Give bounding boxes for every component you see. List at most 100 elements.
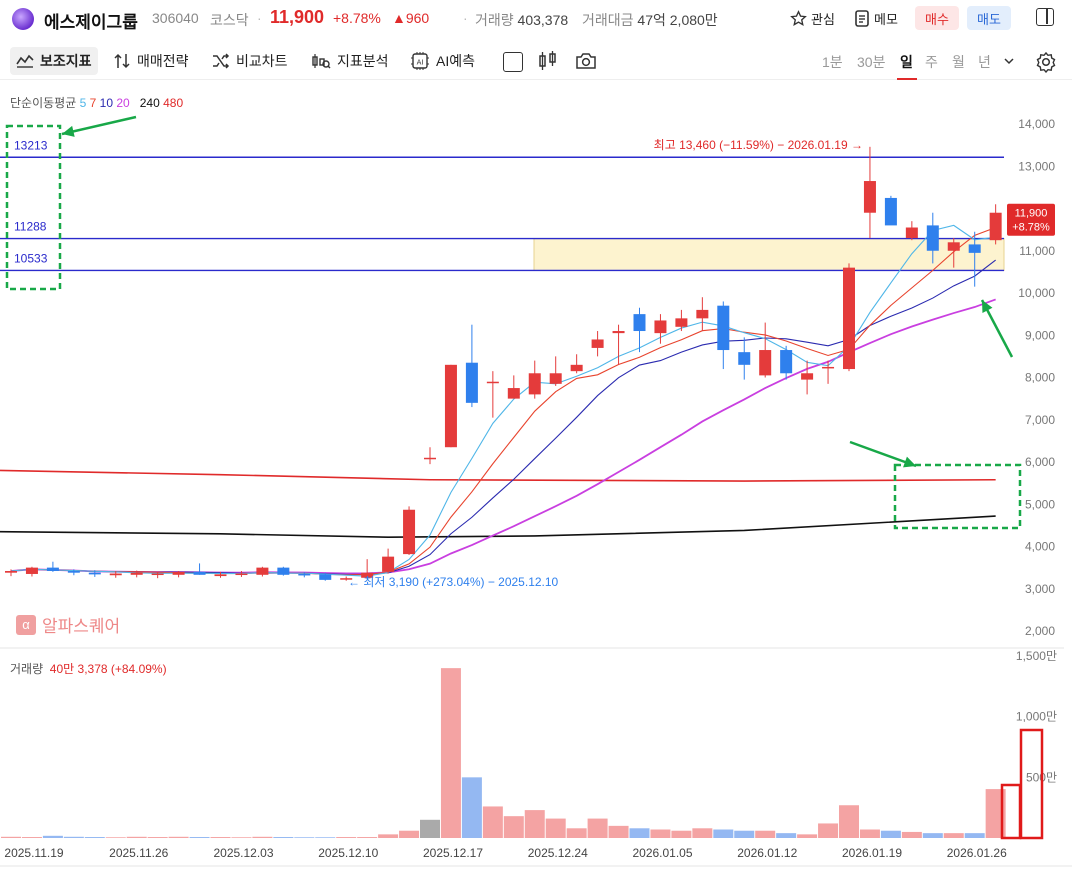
- candle-body: [46, 567, 59, 572]
- markup-arrow-head: [982, 300, 993, 313]
- indicator-icon: [16, 54, 34, 68]
- candle-body: [193, 571, 206, 575]
- amount-value: 47억 2,080만: [637, 12, 718, 28]
- volume-bar: [420, 819, 440, 838]
- candle-body: [507, 388, 520, 399]
- camera-icon[interactable]: [575, 52, 597, 70]
- volume-bar: [859, 829, 880, 838]
- alpha-badge-icon: α: [16, 614, 36, 635]
- volume-bar: [901, 831, 922, 838]
- star-icon: [790, 9, 807, 26]
- svg-text:AI: AI: [417, 59, 424, 67]
- volume-bar: [482, 806, 503, 838]
- tf-30min[interactable]: 30분: [857, 54, 886, 70]
- horizontal-level-label: 11288: [14, 220, 47, 234]
- x-tick-label: 2026.01.12: [737, 846, 797, 860]
- analysis-label: 지표분석: [337, 53, 389, 69]
- tf-day[interactable]: 일: [900, 54, 913, 70]
- candle-body: [905, 227, 918, 239]
- amount-info: 거래대금 47억 2,080만: [582, 10, 718, 30]
- volume-bar: [650, 829, 671, 838]
- volume-bar: [231, 837, 252, 838]
- x-tick-label: 2026.01.26: [947, 846, 1007, 860]
- x-tick-label: 2026.01.05: [632, 846, 692, 860]
- volume-bar: [273, 837, 294, 838]
- candle-body: [403, 509, 416, 555]
- candlestick-type-icon[interactable]: [538, 50, 558, 72]
- strategy-label: 매매전략: [137, 53, 189, 69]
- candle-body: [612, 331, 625, 334]
- compare-label: 비교차트: [236, 53, 288, 69]
- chevron-down-icon[interactable]: [1003, 56, 1015, 66]
- volume-bar: [189, 837, 210, 838]
- markup-red-box: [1019, 728, 1044, 840]
- volume-bar: [357, 837, 378, 838]
- market-name: 코스닥: [210, 12, 249, 28]
- volume-bar: [1, 836, 21, 838]
- markup-dashed-box: [893, 463, 1022, 530]
- strategy-button[interactable]: 매매전략: [113, 47, 189, 75]
- compare-button[interactable]: 비교차트: [212, 47, 288, 75]
- watermark-text: 알파스퀘어: [42, 617, 121, 636]
- watch-label: 관심: [811, 11, 835, 27]
- side-panel-toggle-icon[interactable]: [1036, 8, 1054, 26]
- ai-predict-button[interactable]: AI AI예측: [410, 47, 475, 75]
- separator-dot: ·: [463, 10, 468, 26]
- candle-body: [444, 364, 457, 448]
- separator-dot: ·: [257, 10, 262, 26]
- indicators-button[interactable]: 보조지표: [10, 47, 98, 75]
- candle-body: [633, 314, 646, 332]
- last-change-label: +8.78%: [1012, 222, 1050, 234]
- candle-body: [801, 373, 814, 380]
- volume-bar: [755, 830, 776, 838]
- price-chart[interactable]: 14,00013,00012,00011,00010,0009,0008,000…: [0, 81, 1072, 871]
- ma-line-240: [0, 515, 996, 539]
- volume-bar: [252, 836, 273, 838]
- last-price-tag: [1007, 203, 1055, 236]
- volume-bar: [147, 837, 168, 838]
- candle-body: [738, 352, 751, 365]
- drawing-box-icon[interactable]: [503, 52, 523, 72]
- candle-body: [843, 267, 855, 370]
- settings-gear-icon[interactable]: [1035, 51, 1057, 73]
- ma-period-480: 480: [163, 96, 184, 110]
- company-logo: [12, 8, 34, 30]
- volume-bar: [943, 833, 964, 838]
- tf-month[interactable]: 월: [952, 54, 965, 70]
- volume-bar: [776, 833, 797, 838]
- tf-1min[interactable]: 1분: [822, 54, 843, 70]
- candle-body: [570, 364, 583, 372]
- x-tick-label: 2025.12.24: [528, 846, 588, 860]
- memo-button[interactable]: 메모: [854, 6, 898, 30]
- volume-bar: [629, 828, 650, 838]
- volume-value: 403,378: [517, 12, 569, 28]
- candle-body: [382, 556, 395, 572]
- tf-year[interactable]: 년: [978, 54, 991, 70]
- volume-bar: [63, 836, 84, 838]
- candle-body: [717, 305, 730, 351]
- tf-week[interactable]: 주: [925, 54, 938, 70]
- buy-button[interactable]: 매수: [915, 6, 959, 30]
- change-percent: +8.78%: [333, 10, 381, 26]
- candle-body: [591, 339, 604, 348]
- y-tick-label: 7,000: [1025, 413, 1055, 427]
- horizontal-level-label: 10533: [14, 251, 48, 265]
- x-tick-label: 2025.12.03: [213, 846, 273, 860]
- candle-body: [465, 362, 478, 403]
- volume-bar: [545, 818, 566, 838]
- watch-button[interactable]: 관심: [790, 6, 835, 30]
- analysis-button[interactable]: 지표분석: [311, 47, 389, 75]
- candle-body: [151, 573, 164, 576]
- sell-button[interactable]: 매도: [967, 6, 1011, 30]
- volume-bar: [126, 836, 147, 838]
- candle-body: [989, 212, 1002, 241]
- volume-legend-title: 거래량: [10, 662, 44, 676]
- volume-bar: [461, 777, 482, 838]
- candle-body: [319, 574, 332, 580]
- chart-toolbar: 보조지표 매매전략 비교차트 지표분석 AI AI예측 1분 30분 일 주 월…: [0, 42, 1072, 80]
- volume-bar: [797, 834, 818, 838]
- volume-bar: [839, 805, 859, 838]
- candle-body: [67, 571, 80, 573]
- volume-bar: [168, 836, 189, 838]
- volume-bar: [399, 830, 420, 838]
